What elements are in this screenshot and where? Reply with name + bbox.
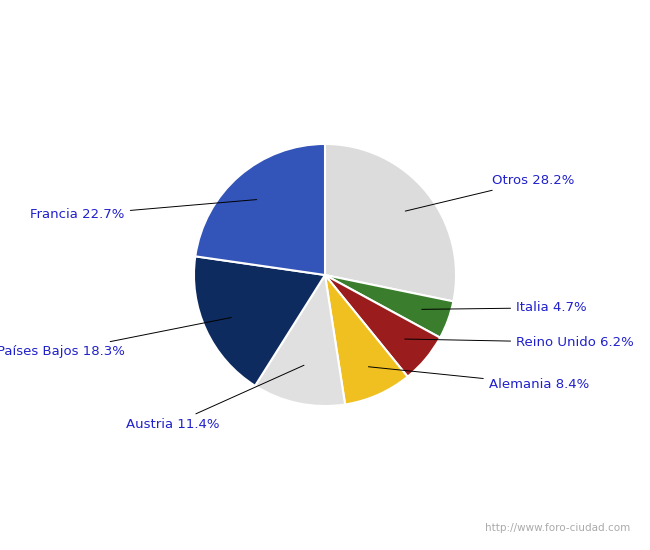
Wedge shape xyxy=(195,144,325,275)
Text: http://www.foro-ciudad.com: http://www.foro-ciudad.com xyxy=(486,523,630,533)
Text: Otros 28.2%: Otros 28.2% xyxy=(406,174,575,211)
Wedge shape xyxy=(325,275,408,404)
Wedge shape xyxy=(255,275,345,406)
Text: Países Bajos 18.3%: Países Bajos 18.3% xyxy=(0,317,231,358)
Text: Italia 4.7%: Italia 4.7% xyxy=(422,301,587,314)
Wedge shape xyxy=(325,275,440,377)
Text: Francia 22.7%: Francia 22.7% xyxy=(31,200,257,222)
Text: Reino Unido 6.2%: Reino Unido 6.2% xyxy=(405,336,634,349)
Wedge shape xyxy=(194,256,325,386)
Wedge shape xyxy=(325,144,456,301)
Text: Alemania 8.4%: Alemania 8.4% xyxy=(369,367,589,390)
Wedge shape xyxy=(325,275,453,338)
Text: Austria 11.4%: Austria 11.4% xyxy=(126,365,304,431)
Text: Castellar del Vallès - Turistas extranjeros según país - Abril de 2024: Castellar del Vallès - Turistas extranje… xyxy=(44,18,606,34)
